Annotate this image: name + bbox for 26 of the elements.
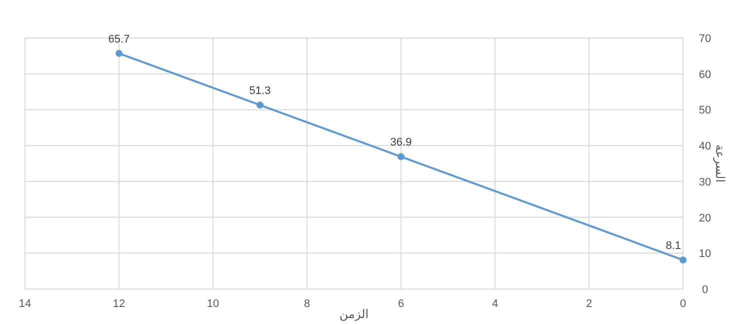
y-tick-label: 0 [702, 284, 708, 296]
x-tick-label: 14 [18, 298, 32, 310]
y-tick-label: 30 [698, 176, 712, 188]
x-tick-label: 8 [304, 298, 310, 310]
data-label: 51.3 [249, 85, 271, 98]
x-tick-label: 12 [112, 298, 126, 310]
x-tick-label: 6 [398, 298, 404, 310]
data-label: 36.9 [390, 136, 412, 149]
y-axis-title: السرعة [713, 144, 727, 182]
data-label: 65.7 [108, 33, 130, 46]
point [680, 256, 686, 264]
point [116, 50, 122, 57]
point [256, 102, 264, 109]
x-tick-label: 2 [586, 298, 592, 310]
y-tick-label: 70 [698, 33, 712, 45]
data-label: 8.1 [666, 240, 681, 252]
point [398, 153, 404, 160]
y-tick-label: 10 [698, 248, 712, 260]
y-tick-label: 60 [698, 68, 712, 81]
y-tick-label: 40 [698, 140, 712, 153]
x-tick-label: 4 [492, 298, 498, 310]
x-tick-label: 0 [680, 298, 686, 310]
y-tick-label: 20 [698, 212, 712, 224]
y-tick-label: 50 [698, 104, 712, 117]
x-axis-title: الزمن [339, 307, 369, 321]
x-tick-label: 10 [206, 298, 220, 310]
